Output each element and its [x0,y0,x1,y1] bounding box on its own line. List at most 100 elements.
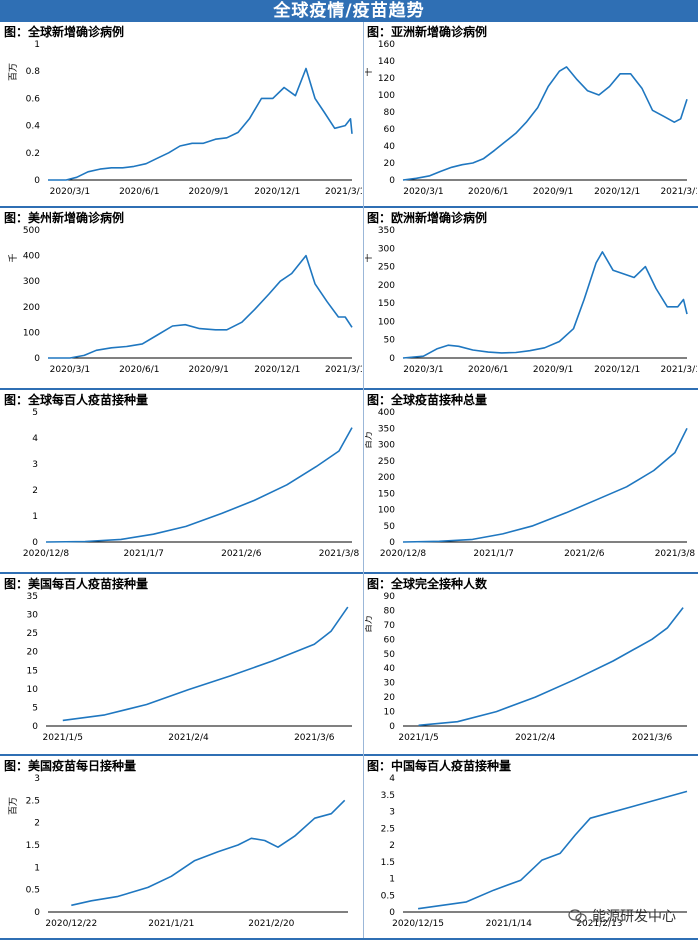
panel-separator [0,938,698,940]
y-tick-label: 500 [23,226,40,236]
y-tick-label: 0 [32,538,38,548]
y-tick-label: 60 [384,635,396,645]
y-tick-label: 200 [23,303,40,313]
chart-title: 图：美国疫苗每日接种量 [4,759,137,773]
chart-panel-c6: 图：全球疫苗接种总量 0 50 100 150 200 250 300 350 400 2020/1… [365,390,697,566]
series-line [402,427,688,543]
y-tick-label: 20 [27,648,39,658]
chart-title: 图：全球每百人疫苗接种量 [4,393,149,407]
y-tick-label: 0.5 [381,891,395,901]
chart-panel-c8: 图：全球完全接种人数 0 10 20 30 40 50 60 70 80 90 2021/1/5 202… [365,574,697,750]
y-tick-label: 100 [23,328,40,338]
chart-svg: 0 50 100 150 200 250 300 350 2020/3/1 2020/6/1 202… [365,226,697,375]
y-tick-label: 2 [32,486,38,496]
chart-title: 图：亚洲新增确诊病例 [367,25,488,39]
y-tick-label: 400 [23,252,40,262]
y-tick-label: 350 [378,424,395,434]
x-tick-label: 2020/3/1 [403,365,443,375]
y-tick-label: 15 [27,666,38,676]
y-tick-label: 10 [27,685,39,695]
y-tick-label: 0 [389,176,395,186]
page-title: 全球疫情/疫苗趋势 [0,0,698,22]
y-tick-label: 0 [389,354,395,364]
x-tick-label: 2020/12/1 [254,365,300,375]
y-tick-label: 100 [378,317,395,327]
y-axis-label: 百万 [8,797,19,815]
panel-separator [0,388,698,390]
chart-title: 图：全球完全接种人数 [367,577,488,591]
panel-separator [0,572,698,574]
y-tick-label: 1 [34,863,40,873]
y-tick-label: 30 [27,611,39,621]
x-tick-label: 2020/9/1 [533,365,573,375]
x-tick-label: 2020/12/15 [392,919,444,929]
series-line [48,67,353,181]
chart-panel-c1: 图：全球新增确诊病例 0 0.2 0.4 0.6 0.8 1 2020/3/1 2020/6/1… [2,22,362,206]
x-tick-label: 2021/2/4 [515,733,556,743]
y-tick-label: 40 [384,664,396,674]
y-tick-label: 150 [378,489,395,499]
watermark-text: 能源研发中心 [592,909,676,925]
y-tick-label: 5 [32,408,38,418]
y-tick-label: 50 [384,336,396,346]
y-tick-label: 160 [378,40,395,50]
y-tick-label: 0.2 [26,149,40,159]
y-tick-label: 4 [32,434,38,444]
series-line [402,66,688,181]
x-tick-label: 2021/2/4 [168,733,209,743]
y-tick-label: 40 [384,142,396,152]
y-tick-label: 150 [378,299,395,309]
chart-svg: 0 5 10 15 20 25 30 35 2021/1/5 2021/2/4 2021/3/6 [27,592,352,743]
chart-panel-c3: 图：美州新增确诊病例 0 100 200 300 400 500 2020/3/1 2020/6… [2,208,362,384]
y-tick-label: 35 [27,592,38,602]
chart-panel-c2: 图：亚洲新增确诊病例 0 20 40 60 80 100 120 140 160 2020/3/1 2… [365,22,697,206]
y-tick-label: 1 [389,875,395,885]
chart-panel-c9: 图：美国疫苗每日接种量 0 0.5 1 1.5 2 2.5 3 2020/12/22 2021/1… [2,756,362,936]
y-tick-label: 300 [378,244,395,254]
column-separator [363,22,364,938]
chart-title: 图：全球疫苗接种总量 [367,393,488,407]
chart-svg: 0 0.5 1 1.5 2 2.5 3 3.5 4 2020/12/15 2021/1/14 2021… [381,774,688,929]
panel-separator [0,206,698,208]
wechat-icon [568,909,587,923]
chart-title: 图：美国每百人疫苗接种量 [4,577,149,591]
chart-panel-c4: 图：欧洲新增确诊病例 0 50 100 150 200 250 300 350 2020/3/1 2… [365,208,697,384]
y-tick-label: 3.5 [381,791,395,801]
y-tick-label: 30 [384,679,396,689]
y-tick-label: 100 [378,91,395,101]
x-tick-label: 2020/9/1 [533,187,573,197]
y-tick-label: 300 [378,441,395,451]
y-tick-label: 1 [32,512,38,522]
x-tick-label: 2021/2/6 [564,549,605,559]
x-tick-label: 2021/2/6 [221,549,262,559]
chart-svg: 0 50 100 150 200 250 300 350 400 2020/12/8 2021/1/… [365,408,695,559]
x-tick-label: 2021/1/5 [398,733,438,743]
x-tick-label: 2021/2/13 [576,919,622,929]
x-tick-label: 2020/3/1 [50,365,90,375]
series-line [417,790,688,910]
x-tick-label: 2020/6/1 [468,187,508,197]
chart-svg: 0 1 2 3 4 5 2020/12/8 2021/1/7 2021/2/6 2021/3/8 [23,408,360,559]
y-tick-label: 0 [34,176,40,186]
y-tick-label: 0.8 [26,67,41,77]
y-tick-label: 0 [34,908,40,918]
chart-panel-c10: 图：中国每百人疫苗接种量 0 0.5 1 1.5 2 2.5 3 3.5 4 2020/12/15 2… [365,756,697,936]
x-tick-label: 2021/1/21 [148,919,194,929]
chart-svg: 0 100 200 300 400 500 2020/3/1 2020/6/1 2020/9/1… [8,226,362,375]
chart-panel-c5: 图：全球每百人疫苗接种量 0 1 2 3 4 5 2020/12/8 2021/1/7 2021/… [2,390,362,566]
series-line [71,799,346,907]
x-tick-label: 2021/1/7 [473,549,513,559]
y-tick-label: 20 [384,159,396,169]
y-tick-label: 90 [384,592,396,602]
chart-svg: 0 10 20 30 40 50 60 70 80 90 2021/1/5 2021/2/4 2021/… [365,592,687,743]
x-tick-label: 2020/6/1 [119,187,159,197]
y-tick-label: 400 [378,408,395,418]
y-axis-label: 百万 [8,63,19,81]
y-tick-label: 0 [32,722,38,732]
x-tick-label: 2021/3/8 [319,549,360,559]
y-tick-label: 350 [378,226,395,236]
chart-svg: 0 0.5 1 1.5 2 2.5 3 2020/12/22 2021/1/21 2021/2/2… [8,774,348,929]
x-tick-label: 2020/12/1 [594,187,640,197]
x-tick-label: 2020/12/22 [45,919,97,929]
x-tick-label: 2020/6/1 [119,365,159,375]
